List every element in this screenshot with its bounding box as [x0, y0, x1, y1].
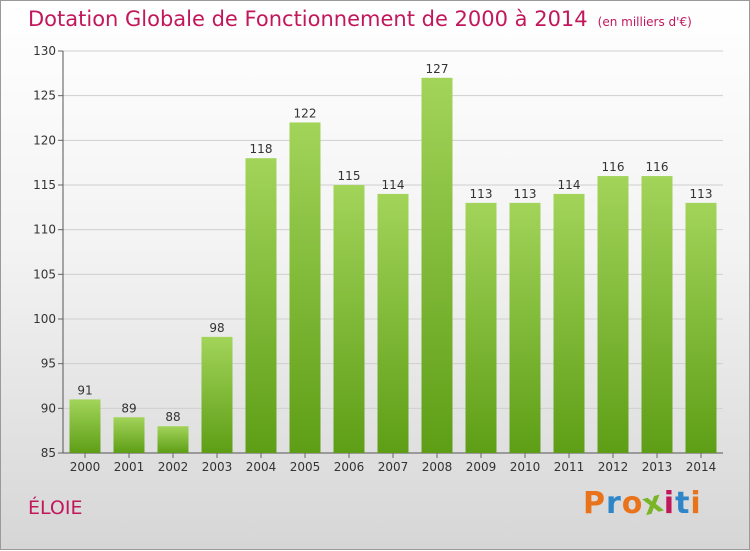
x-tick-label: 2003 [202, 460, 233, 474]
y-tick-label: 115 [33, 178, 56, 192]
x-tick-label: 2002 [158, 460, 189, 474]
proxiti-logo: Proxiti [583, 484, 702, 523]
logo-letter: t [675, 486, 691, 521]
x-tick-label: 2006 [334, 460, 365, 474]
bar-2012 [597, 176, 629, 454]
y-tick-label: 120 [33, 133, 56, 147]
bar-2007 [377, 193, 409, 453]
x-tick-label: 2013 [642, 460, 673, 474]
commune-name: ÉLOIE [28, 497, 83, 519]
value-label: 113 [514, 187, 537, 201]
value-label: 113 [470, 187, 493, 201]
bar-2005 [289, 122, 321, 453]
y-tick-label: 130 [33, 44, 56, 58]
bar-2009 [465, 202, 497, 453]
chart-title: Dotation Globale de Fonctionnement de 20… [28, 7, 692, 31]
value-label: 113 [690, 187, 713, 201]
value-label: 127 [426, 62, 449, 76]
logo-letter: P [583, 486, 606, 521]
value-label: 114 [382, 178, 405, 192]
bar-2010 [509, 202, 541, 453]
x-tick-label: 2011 [554, 460, 585, 474]
x-tick-label: 2009 [466, 460, 497, 474]
y-tick-label: 110 [33, 223, 56, 237]
value-label: 114 [558, 178, 581, 192]
logo-letter: r [606, 486, 622, 521]
value-label: 116 [602, 160, 625, 174]
x-tick-label: 2008 [422, 460, 453, 474]
x-tick-label: 2010 [510, 460, 541, 474]
value-label: 91 [77, 383, 92, 397]
bar-2014 [685, 202, 717, 453]
x-tick-label: 2012 [598, 460, 629, 474]
x-tick-label: 2000 [70, 460, 101, 474]
bar-2004 [245, 158, 277, 453]
chart-title-text: Dotation Globale de Fonctionnement de 20… [28, 7, 588, 31]
bar-2006 [333, 185, 365, 453]
bar-2001 [113, 417, 145, 453]
bar-2011 [553, 193, 585, 453]
bar-2003 [201, 336, 233, 453]
bar-2000 [69, 399, 101, 453]
x-tick-label: 2014 [686, 460, 717, 474]
bar-2008 [421, 77, 453, 454]
y-tick-label: 105 [33, 267, 56, 281]
x-tick-label: 2005 [290, 460, 321, 474]
value-label: 122 [294, 106, 317, 120]
x-tick-label: 2004 [246, 460, 277, 474]
chart-subtitle: (en milliers d'€) [597, 15, 692, 29]
value-label: 116 [646, 160, 669, 174]
y-tick-label: 95 [41, 357, 56, 371]
logo-letter: i [690, 486, 702, 521]
logo-letter: i [663, 486, 676, 521]
bar-2013 [641, 176, 673, 454]
y-tick-label: 125 [33, 89, 56, 103]
value-label: 89 [121, 401, 136, 415]
bar-2002 [157, 426, 189, 453]
value-label: 115 [338, 169, 361, 183]
y-tick-label: 85 [41, 446, 56, 460]
value-label: 98 [209, 321, 224, 335]
value-label: 88 [165, 410, 180, 424]
x-tick-label: 2001 [114, 460, 145, 474]
y-tick-label: 90 [41, 401, 56, 415]
y-tick-label: 100 [33, 312, 56, 326]
value-label: 118 [250, 142, 273, 156]
x-tick-label: 2007 [378, 460, 409, 474]
logo-letter: o [621, 486, 644, 521]
